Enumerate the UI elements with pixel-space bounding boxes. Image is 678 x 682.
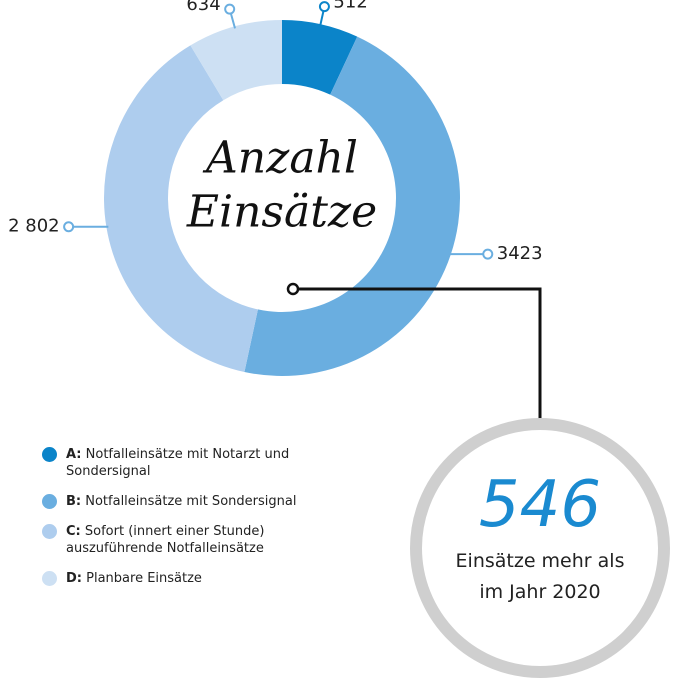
legend-item: D: Planbare Einsätze <box>42 570 362 587</box>
annotation-number: 546 <box>478 468 602 542</box>
legend-key: D: <box>66 571 82 586</box>
legend-swatch <box>42 571 57 586</box>
center-title: Anzahl <box>202 133 358 184</box>
slice <box>104 45 258 372</box>
legend-key: A: <box>66 447 82 462</box>
legend-text: C: Sofort (innert einer Stunde) auszufüh… <box>66 523 301 557</box>
annotation: 546 Einsätze mehr als im Jahr 2020 <box>422 470 658 608</box>
slice <box>282 20 358 95</box>
value-label: 2 802 <box>8 216 60 237</box>
legend-key: B: <box>66 494 82 509</box>
leader-dot <box>224 3 236 15</box>
annotation-text: Einsätze mehr als im Jahr 2020 <box>455 550 625 603</box>
legend-swatch <box>42 447 57 462</box>
highlight-circle <box>410 418 670 678</box>
center-title: Einsätze <box>186 187 377 238</box>
connector <box>293 287 542 425</box>
legend-text: A: Notfalleinsätze mit Notarzt und Sonde… <box>66 446 301 480</box>
slice <box>244 36 460 376</box>
slice <box>190 20 282 101</box>
legend: A: Notfalleinsätze mit Notarzt und Sonde… <box>42 446 362 600</box>
leader-dot <box>482 248 494 260</box>
value-label: 512 <box>333 0 367 13</box>
legend-label: Sofort (innert einer Stunde) auszuführen… <box>66 524 265 556</box>
legend-item: C: Sofort (innert einer Stunde) auszufüh… <box>42 523 362 557</box>
legend-swatch <box>42 524 57 539</box>
legend-key: C: <box>66 524 81 539</box>
legend-item: A: Notfalleinsätze mit Notarzt und Sonde… <box>42 446 362 480</box>
legend-label: Notfalleinsätze mit Sondersignal <box>85 494 297 509</box>
legend-item: B: Notfalleinsätze mit Sondersignal <box>42 493 362 510</box>
leader-dot <box>63 221 75 233</box>
legend-swatch <box>42 494 57 509</box>
legend-text: B: Notfalleinsätze mit Sondersignal <box>66 493 301 510</box>
value-label: 634 <box>186 0 220 15</box>
legend-label: Notfalleinsätze mit Notarzt und Sondersi… <box>66 447 290 479</box>
legend-text: D: Planbare Einsätze <box>66 570 301 587</box>
legend-label: Planbare Einsätze <box>86 571 202 586</box>
leader-dot <box>318 1 330 13</box>
value-label: 3423 <box>497 243 543 264</box>
connector-dot <box>286 282 300 296</box>
